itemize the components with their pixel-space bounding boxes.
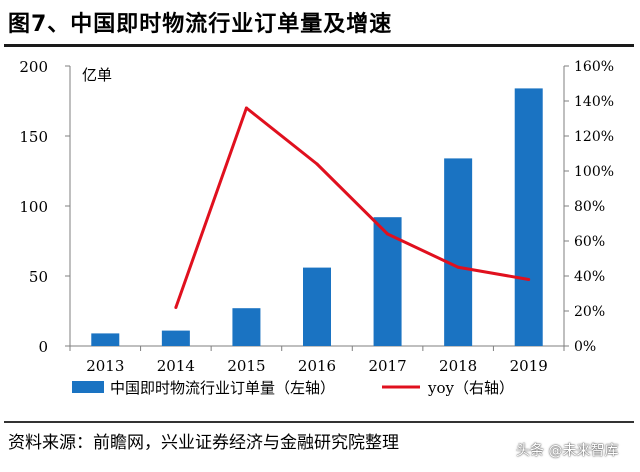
yoy-point-2015 <box>244 106 248 110</box>
right-tick-label: 140% <box>574 94 614 110</box>
left-tick-label: 0 <box>38 338 48 356</box>
x-tick-label: 2019 <box>510 357 548 375</box>
right-tick-label: 0% <box>574 339 596 355</box>
bar-series <box>91 88 543 347</box>
chart-axes: 0 50 100 150 200 亿单 0% 20% 40% 60% 80% 100% 120% 140%… <box>19 58 614 375</box>
source-divider <box>4 421 634 423</box>
left-axis-label: 亿单 <box>82 66 112 84</box>
chart-title: 图7、中国即时物流行业订单量及增速 <box>8 12 393 37</box>
bar-2013 <box>91 333 120 346</box>
right-tick-label: 80% <box>574 199 605 215</box>
left-tick-label: 150 <box>19 128 48 146</box>
yoy-line <box>174 106 529 309</box>
yoy-point-2019 <box>527 278 531 281</box>
x-tick-label: 2013 <box>86 357 124 375</box>
title-divider <box>4 44 634 47</box>
chart-legend: 中国即时物流行业订单量（左轴） yoy（右轴） <box>72 379 514 397</box>
x-tick-label: 2015 <box>227 357 265 375</box>
legend-label-bar: 中国即时物流行业订单量（左轴） <box>110 379 335 397</box>
x-tick-label: 2018 <box>439 357 477 375</box>
source-note: 资料来源：前瞻网，兴业证券经济与金融研究院整理 <box>8 433 399 453</box>
right-tick-label: 100% <box>574 164 614 180</box>
yoy-line-series <box>174 106 531 309</box>
bar-2018 <box>444 158 473 346</box>
bar-2014 <box>161 330 190 346</box>
x-tick-label: 2014 <box>157 357 195 375</box>
right-tick-label: 40% <box>574 269 605 285</box>
yoy-point-2017 <box>386 232 390 236</box>
bar-2016 <box>303 267 331 346</box>
right-tick-label: 160% <box>574 59 614 75</box>
yoy-point-2016 <box>315 162 319 166</box>
left-tick-label: 50 <box>29 268 48 286</box>
right-tick-label: 20% <box>574 304 605 320</box>
watermark: 头条 @未来智库 <box>516 443 619 459</box>
x-tick-label: 2016 <box>298 357 336 375</box>
left-tick-label: 200 <box>19 58 48 76</box>
legend-label-line: yoy（右轴） <box>427 379 514 397</box>
bar-2015 <box>232 308 261 346</box>
order-volume-chart: 0 50 100 150 200 亿单 0% 20% 40% 60% 80% 100% 120% 140%… <box>19 58 614 397</box>
bar-2019 <box>514 88 543 347</box>
bar-2017 <box>373 217 402 346</box>
yoy-point-2014 <box>174 306 178 309</box>
legend-swatch-bar <box>72 381 104 393</box>
yoy-point-2018 <box>456 265 460 269</box>
left-tick-label: 100 <box>19 198 48 216</box>
x-tick-label: 2017 <box>368 357 406 375</box>
right-tick-label: 120% <box>574 129 614 145</box>
right-tick-label: 60% <box>574 234 605 250</box>
